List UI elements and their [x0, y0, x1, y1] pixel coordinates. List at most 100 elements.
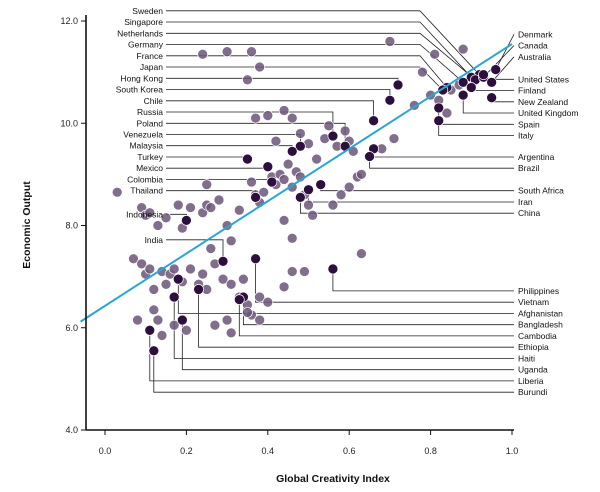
labeled-point: [486, 76, 497, 88]
leader-line: [166, 66, 444, 91]
data-point: [144, 263, 156, 275]
leader-line: [166, 21, 472, 78]
labeled-point: [457, 76, 469, 88]
labeled-point: [176, 314, 188, 326]
country-label: China: [518, 208, 540, 218]
leader-line: [166, 89, 391, 101]
leader-line: [483, 45, 515, 78]
leader-line: [238, 299, 514, 337]
data-point: [441, 107, 453, 119]
data-point: [148, 284, 160, 295]
labeled-point: [478, 69, 489, 81]
labeled-point: [295, 192, 306, 203]
country-label: Bangladesh: [518, 320, 563, 330]
labeled-point: [486, 92, 497, 104]
country-label: Japan: [140, 62, 163, 72]
data-point: [201, 179, 213, 190]
trend-line: [80, 43, 513, 323]
data-point: [307, 209, 318, 221]
country-label: Iran: [518, 197, 533, 207]
leader-line: [173, 297, 514, 359]
country-label: Mexico: [136, 163, 163, 173]
leader-line: [198, 289, 514, 348]
data-point: [356, 169, 367, 180]
data-point: [233, 204, 245, 216]
labeled-point: [217, 255, 229, 267]
data-point: [136, 258, 147, 270]
data-point: [327, 199, 339, 211]
country-label: Finland: [518, 86, 546, 96]
country-label: Uganda: [518, 365, 548, 375]
labeled-point: [327, 263, 339, 275]
country-label: United Kingdom: [518, 108, 578, 118]
labeled-point: [490, 64, 502, 75]
data-point: [185, 263, 196, 275]
data-point: [258, 186, 270, 198]
data-point: [303, 199, 314, 211]
leader-line: [470, 87, 514, 91]
data-point: [270, 135, 282, 147]
country-label: Afghanistan: [518, 308, 563, 318]
labeled-point: [433, 102, 445, 114]
data-point: [323, 120, 335, 132]
country-label: Ethiopia: [518, 342, 549, 352]
data-point: [246, 176, 257, 188]
labeled-point: [286, 146, 298, 157]
labeled-point: [148, 345, 160, 357]
data-point: [262, 296, 274, 308]
data-point: [278, 281, 290, 293]
x-tick-label: 0.6: [343, 446, 356, 456]
country-label: Spain: [518, 119, 540, 129]
other-points: [111, 36, 469, 341]
leader-line: [166, 190, 257, 198]
data-point: [111, 186, 123, 198]
data-point: [388, 133, 400, 144]
data-point: [148, 304, 160, 316]
country-label: United States: [518, 74, 569, 84]
data-point: [278, 174, 290, 185]
data-point: [221, 314, 233, 326]
data-point: [286, 266, 298, 277]
leader-line: [166, 100, 375, 121]
country-label: France: [137, 51, 164, 61]
data-point: [213, 194, 225, 206]
data-point: [384, 36, 396, 47]
data-point: [246, 46, 257, 58]
leader-line: [166, 145, 293, 152]
data-point: [152, 314, 164, 326]
data-point: [311, 153, 322, 165]
country-label: Indonesia: [126, 209, 163, 219]
labeled-point: [144, 324, 156, 336]
y-axis: 4.0 6.0 8.0 10.0 12.0: [60, 15, 87, 435]
country-label: India: [145, 235, 164, 245]
data-point: [282, 158, 294, 170]
labeled-point: [364, 151, 375, 162]
labeled-point: [172, 273, 184, 285]
data-point: [132, 314, 143, 326]
country-label: Sweden: [132, 6, 163, 16]
country-label: New Zealand: [518, 97, 568, 107]
leader-line: [166, 239, 224, 262]
labeled-point: [433, 115, 445, 127]
x-tick-label: 0.8: [424, 446, 437, 456]
data-point: [278, 105, 290, 116]
leader-line: [495, 34, 515, 70]
data-point: [242, 307, 253, 318]
data-point: [160, 278, 172, 290]
labeled-point: [266, 176, 278, 188]
data-point: [144, 207, 156, 219]
data-point: [254, 314, 266, 326]
data-point: [181, 324, 192, 336]
country-label: Colombia: [127, 174, 163, 184]
data-point: [197, 268, 209, 280]
data-point: [242, 74, 253, 86]
y-tick-label: 10.0: [60, 118, 78, 128]
data-point: [197, 48, 209, 60]
labeled-point: [315, 179, 327, 190]
data-point: [250, 112, 261, 124]
x-axis-title: Global Creativity Index: [276, 473, 390, 485]
country-label: South Korea: [116, 85, 164, 95]
labeled-point: [457, 89, 469, 101]
leader-line: [438, 120, 514, 136]
